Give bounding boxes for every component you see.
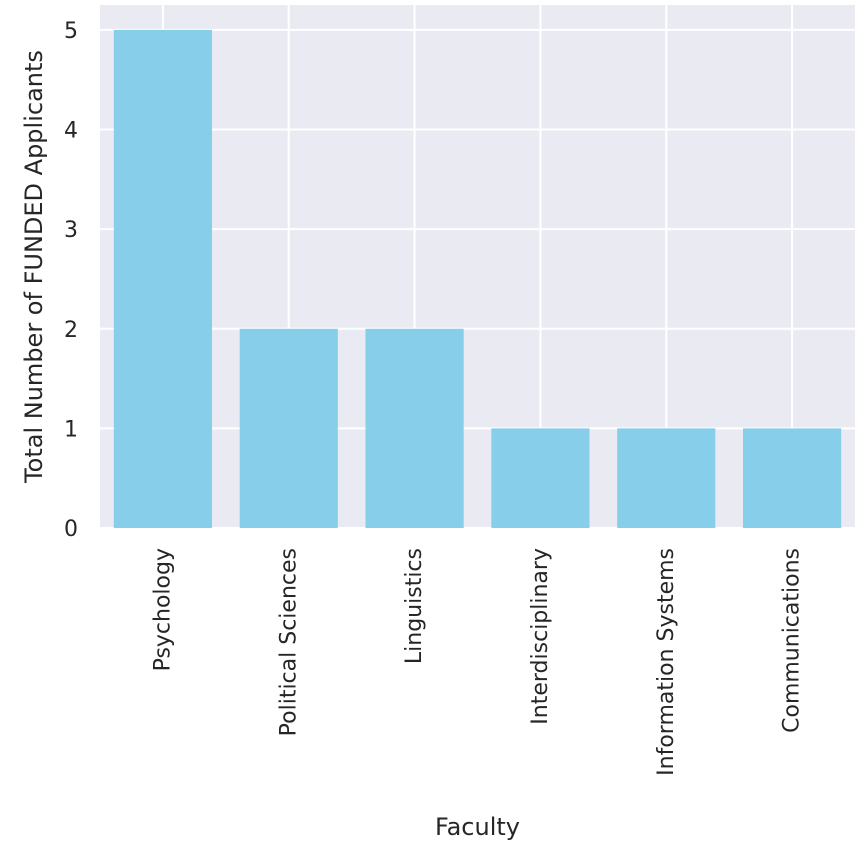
y-tick-label: 4 bbox=[64, 119, 78, 144]
bar bbox=[491, 428, 590, 528]
bar bbox=[743, 428, 842, 528]
bar bbox=[239, 328, 338, 528]
bar bbox=[113, 29, 212, 529]
y-tick-label: 0 bbox=[64, 517, 78, 542]
bars bbox=[113, 29, 842, 529]
y-tick-label: 5 bbox=[64, 19, 78, 44]
x-tick-label: Information Systems bbox=[654, 548, 679, 776]
x-tick-label: Communications bbox=[780, 548, 805, 733]
x-tick-label: Psychology bbox=[150, 548, 175, 671]
y-axis-ticks: 0 1 2 3 4 5 bbox=[64, 19, 78, 542]
y-axis-title: Total Number of FUNDED Applicants bbox=[20, 50, 48, 484]
bar bbox=[617, 428, 716, 528]
x-axis-title: Faculty bbox=[435, 813, 520, 841]
x-tick-label: Linguistics bbox=[402, 548, 427, 664]
x-tick-label: Political Sciences bbox=[276, 548, 301, 736]
y-tick-label: 2 bbox=[64, 318, 78, 343]
plot-area bbox=[100, 5, 855, 528]
bar bbox=[365, 328, 464, 528]
x-axis-ticks: Psychology Political Sciences Linguistics I… bbox=[150, 548, 804, 776]
y-tick-label: 1 bbox=[64, 417, 78, 442]
x-tick-label: Interdisciplinary bbox=[528, 548, 553, 725]
y-tick-label: 3 bbox=[64, 218, 78, 243]
